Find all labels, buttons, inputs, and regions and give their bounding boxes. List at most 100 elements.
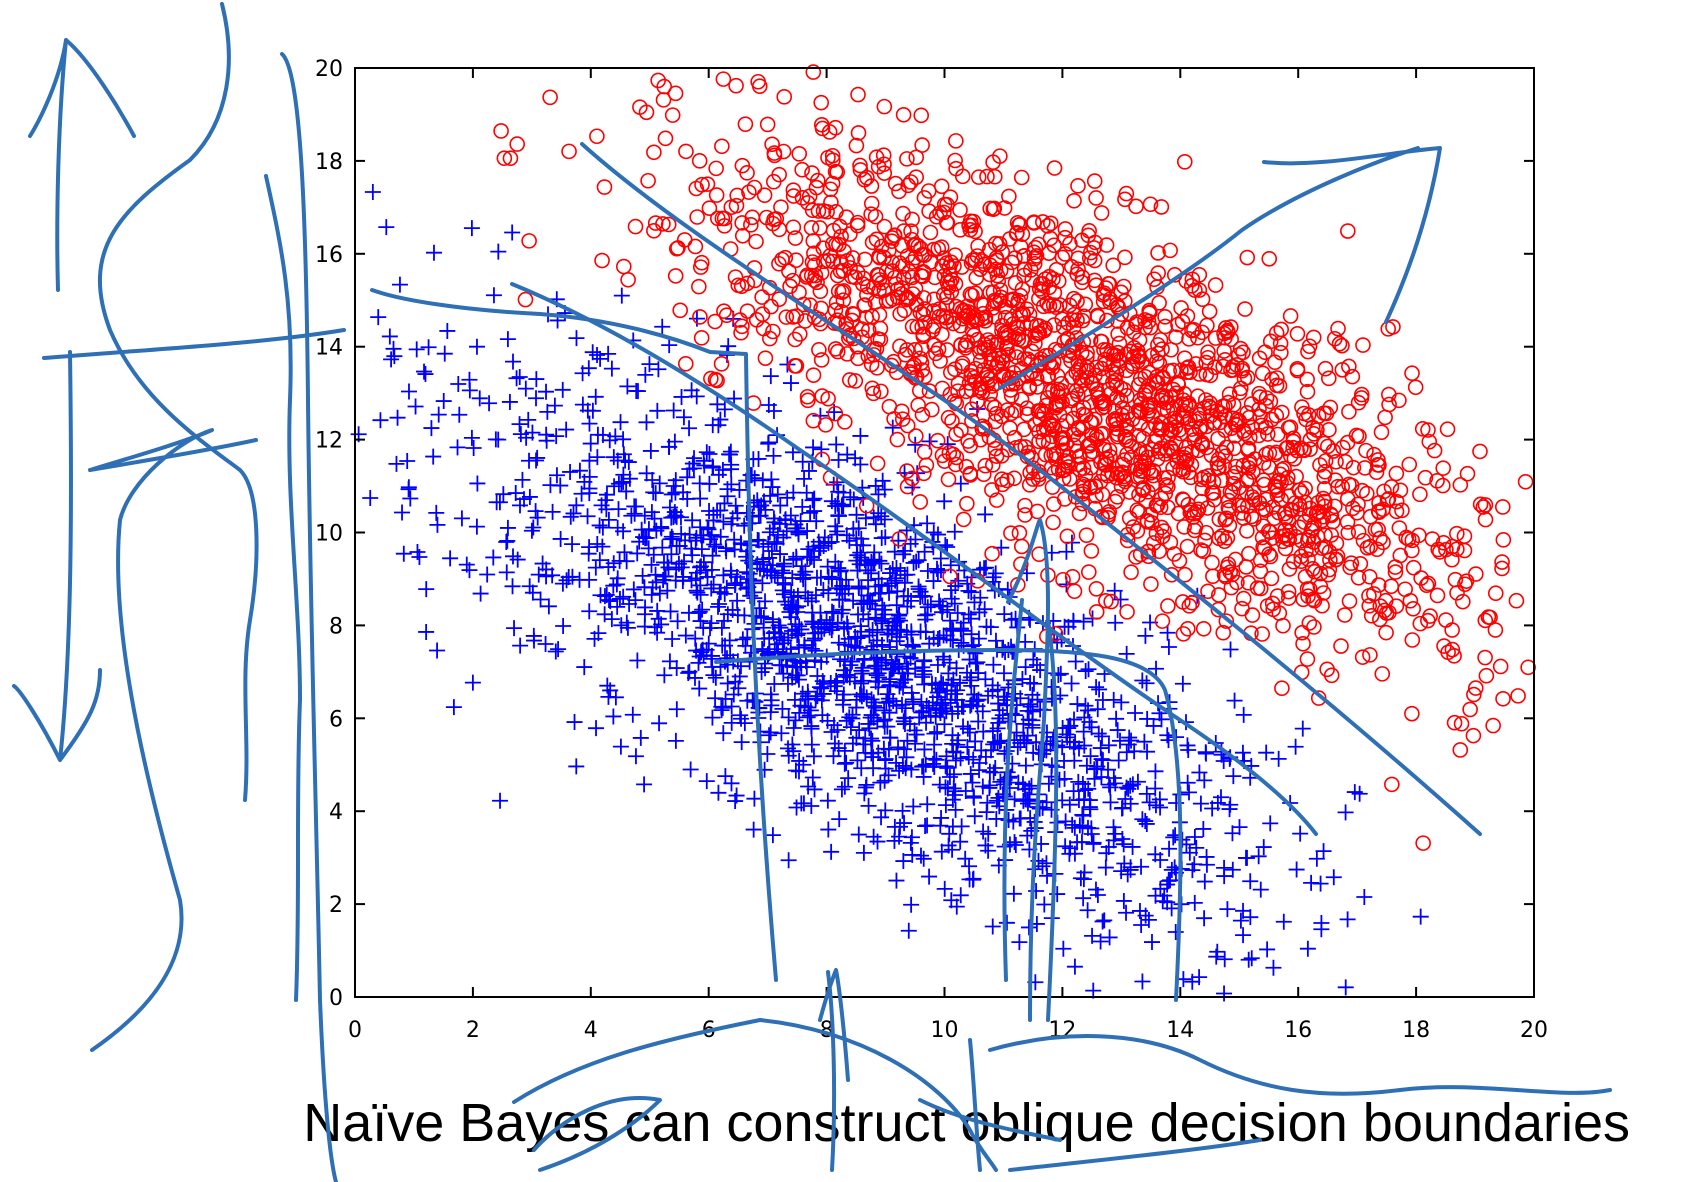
circle-point [1238, 559, 1254, 575]
plus-point [1118, 744, 1135, 761]
plus-point [722, 446, 739, 463]
plus-point [1198, 745, 1215, 762]
circle-point [1157, 318, 1173, 335]
x-tick-label: 6 [702, 1018, 716, 1043]
circle-point [1093, 205, 1110, 221]
circle-point [948, 133, 964, 149]
plus-point [1294, 720, 1311, 737]
plus-point [605, 449, 622, 466]
circle-point [889, 431, 906, 448]
circle-point [813, 94, 830, 111]
plus-point [769, 427, 786, 444]
plus-point [1299, 940, 1316, 957]
plus-point [388, 455, 405, 472]
plus-point [740, 552, 757, 569]
plus-point [805, 748, 822, 765]
plus-point [1186, 894, 1203, 911]
circle-point [970, 169, 987, 185]
plus-point [636, 507, 653, 524]
circle-point [672, 302, 689, 319]
plus-point [1123, 732, 1140, 749]
plus-point [942, 582, 959, 599]
plus-point [766, 675, 783, 692]
plus-point [576, 659, 593, 676]
plus-point [1063, 675, 1080, 692]
circle-point [627, 218, 644, 235]
plus-point [504, 224, 521, 241]
plus-point [1043, 678, 1060, 695]
plus-point [389, 409, 406, 426]
plus-point [1262, 815, 1279, 832]
plus-point [527, 503, 544, 520]
plus-point [714, 699, 731, 716]
circle-point [962, 437, 979, 454]
circle-point [887, 175, 904, 192]
plus-point [674, 573, 691, 590]
plus-point [407, 398, 424, 415]
plus-point [753, 664, 770, 681]
circle-point [1090, 308, 1106, 325]
plus-point [417, 366, 434, 383]
plus-point [1077, 697, 1094, 714]
circle-point [1045, 514, 1061, 531]
y-tick-label: 6 [329, 707, 343, 732]
plus-point [763, 471, 780, 488]
plus-point [695, 619, 712, 636]
circle-point [1462, 701, 1478, 718]
plus-point [709, 598, 726, 615]
plus-point [391, 276, 408, 293]
plus-point [1034, 615, 1051, 632]
circle-point [1404, 365, 1420, 382]
plus-point [1079, 902, 1096, 919]
plus-point [1181, 844, 1198, 861]
circle-point [940, 409, 957, 426]
plus-point [881, 677, 898, 694]
circle-point [1066, 192, 1082, 209]
plus-point [1243, 950, 1260, 967]
circle-point [1350, 524, 1367, 540]
plus-point [849, 752, 866, 769]
circle-point [1438, 612, 1454, 628]
circle-point [1083, 543, 1100, 559]
plus-point [528, 371, 545, 388]
plus-point [905, 798, 922, 815]
plus-point [528, 390, 545, 407]
plus-point [1147, 763, 1164, 780]
plus-point [509, 551, 526, 568]
circle-point [757, 350, 774, 366]
plus-point [512, 637, 529, 654]
plus-point [498, 564, 515, 581]
circle-point [1105, 257, 1121, 274]
circle-point [1239, 249, 1256, 266]
circle-point [691, 278, 707, 295]
plus-point [921, 868, 938, 885]
plus-point [1255, 839, 1272, 856]
plus-point [1134, 672, 1151, 689]
plus-point [627, 748, 644, 765]
plus-point [1159, 624, 1176, 641]
circle-point [916, 444, 933, 460]
plus-point [664, 630, 681, 647]
circle-point [692, 309, 708, 325]
plus-point [555, 617, 572, 634]
plus-point [581, 539, 598, 556]
plus-point [1028, 915, 1045, 932]
circle-point [687, 238, 704, 255]
circle-point [1207, 277, 1224, 293]
plus-point [1148, 660, 1165, 677]
plus-point [888, 872, 905, 889]
circle-point [739, 303, 756, 319]
plus-point [581, 415, 598, 432]
plus-point [1118, 904, 1135, 921]
circle-point [1317, 360, 1334, 377]
circle-point [1341, 403, 1357, 420]
circle-point [722, 241, 739, 257]
circle-point [596, 179, 613, 195]
circle-point [849, 214, 866, 231]
circle-point [657, 130, 674, 147]
x-tick-label: 12 [1048, 1018, 1076, 1043]
plus-point [1027, 974, 1044, 991]
plus-point [479, 566, 496, 583]
plus-point [1061, 796, 1078, 813]
circle-point [691, 153, 708, 169]
